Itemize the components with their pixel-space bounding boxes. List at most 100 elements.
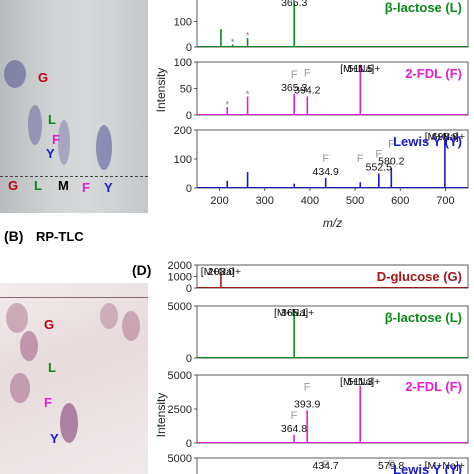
- peak-label: 434.7: [312, 460, 338, 472]
- f-mark: F: [375, 149, 382, 161]
- spectrum-D-1: 0 5000 [M+Na]+365.1 β-lactose (L): [168, 301, 469, 365]
- y-tick-label: 0: [186, 183, 192, 195]
- f-mark: F: [291, 410, 298, 422]
- panel-b-label: (B): [4, 228, 24, 244]
- spectrum-title: β-lactose (L): [385, 0, 462, 15]
- tlc-lane-f: F: [82, 180, 90, 195]
- peak-label: [M+Na]+: [340, 63, 380, 75]
- spectrum-C-0: 0 100 200 * * 365.3 β-lactose (L): [174, 0, 469, 54]
- y-tick-label: 0: [186, 283, 192, 295]
- f-mark: F: [322, 459, 329, 471]
- x-tick-label: 400: [301, 195, 319, 207]
- star-mark: *: [246, 31, 250, 42]
- spectrum-title: 2-FDL (F): [405, 66, 462, 81]
- y-tick-label: 0: [186, 438, 192, 450]
- peak-label: 365.3: [281, 0, 307, 9]
- star-mark: *: [231, 37, 235, 48]
- f-mark: F: [388, 459, 395, 471]
- peak-label: [M+Na]+: [425, 131, 465, 143]
- spot-lane-l: [28, 105, 42, 145]
- y-tick-label: 200: [174, 0, 192, 3]
- y-tick-label: 200: [174, 125, 192, 137]
- y-axis-label: Intensity: [154, 393, 168, 438]
- x-tick-label: 300: [256, 195, 274, 207]
- spectrum-title: 2-FDL (F): [405, 379, 462, 394]
- y-axis-label: Intensity: [154, 68, 168, 113]
- y-tick-label: 2500: [168, 404, 192, 416]
- f-mark: F: [357, 153, 364, 165]
- f-mark: F: [291, 69, 298, 81]
- f-mark: F: [388, 139, 395, 151]
- solvent-front-line: [0, 297, 148, 298]
- spectrum-frame: [196, 457, 469, 474]
- peak-label: 365.3: [281, 82, 307, 94]
- tlc-lane-m: M: [58, 178, 69, 193]
- y-tick-label: 5000: [168, 453, 192, 465]
- tlc-lane-g: G: [8, 178, 19, 193]
- spot-ref: [4, 60, 26, 88]
- peak-label: 203.0: [208, 266, 234, 278]
- tlc-bottom-spot-l: L: [48, 360, 56, 375]
- y-tick-label: 100: [174, 154, 192, 166]
- tlc-top-spot-f: F: [52, 132, 60, 147]
- peak-label: [M+Na]+: [274, 307, 314, 319]
- peak-label: 365.1: [281, 307, 307, 319]
- peak-label: 511.5: [348, 63, 374, 75]
- y-tick-label: 2000: [168, 260, 192, 272]
- peak-label: 394.2: [294, 84, 320, 96]
- tlc-top-spot-l: L: [48, 112, 56, 127]
- spectrum-title: β-lactose (L): [385, 310, 462, 325]
- y-tick-label: 0: [186, 42, 192, 54]
- tlc-bottom-spot-f: F: [44, 395, 52, 410]
- y-tick-label: 100: [174, 17, 192, 29]
- peak-label: 434.9: [313, 166, 339, 178]
- tlc-bottom-spot-g: G: [44, 317, 55, 332]
- rp-spot-3: [10, 373, 30, 403]
- tlc-lane-y: Y: [104, 180, 113, 195]
- y-tick-label: 5000: [168, 370, 192, 382]
- rp-spot-4: [60, 403, 78, 443]
- peak-label: 579.8: [378, 460, 404, 472]
- panel-b-title: RP-TLC: [36, 229, 84, 244]
- f-mark: F: [322, 153, 329, 165]
- y-tick-label: 5000: [168, 301, 192, 313]
- x-tick-label: 500: [346, 195, 364, 207]
- y-tick-label: 0: [186, 110, 192, 122]
- y-tick-label: 50: [180, 84, 192, 96]
- y-tick-label: 1000: [168, 272, 192, 284]
- peak-label: 698.8: [432, 131, 458, 143]
- spot-lane-y: [96, 125, 112, 170]
- f-mark: F: [304, 67, 311, 79]
- x-axis-label: m/z: [323, 216, 342, 230]
- tlc-lane-l: L: [34, 178, 42, 193]
- peak-label: 552.5: [366, 162, 392, 174]
- solvent-origin-line: [0, 176, 148, 178]
- x-tick-label: 600: [391, 195, 409, 207]
- tlc-photo-bottom: G L F Y: [0, 283, 148, 474]
- tlc-photo-top: G L F Y G L M F Y: [0, 0, 148, 213]
- peak-label: 393.9: [294, 398, 320, 410]
- peak-label: 364.8: [281, 423, 307, 435]
- peak-label: 580.2: [378, 156, 404, 168]
- spectrum-title: Lewis Y (Y): [393, 134, 462, 149]
- spot-lane-f: [58, 120, 70, 165]
- x-tick-label: 200: [210, 195, 228, 207]
- y-tick-label: 100: [174, 57, 192, 69]
- x-tick-label: 700: [436, 195, 454, 207]
- rp-spot-1: [6, 303, 28, 333]
- spectrum-title: D-glucose (G): [377, 269, 462, 284]
- spectrum-title: Lewis Y (Y): [393, 462, 462, 474]
- peak-label: [M+Na]+: [425, 460, 465, 472]
- tlc-top-spot-g: G: [38, 70, 49, 85]
- peak-label: [M+Na]+: [340, 376, 380, 388]
- y-tick-label: 0: [186, 353, 192, 365]
- peak-label: [M+Na]+: [201, 266, 241, 278]
- rp-spot-2: [20, 331, 38, 361]
- f-mark: F: [304, 381, 311, 393]
